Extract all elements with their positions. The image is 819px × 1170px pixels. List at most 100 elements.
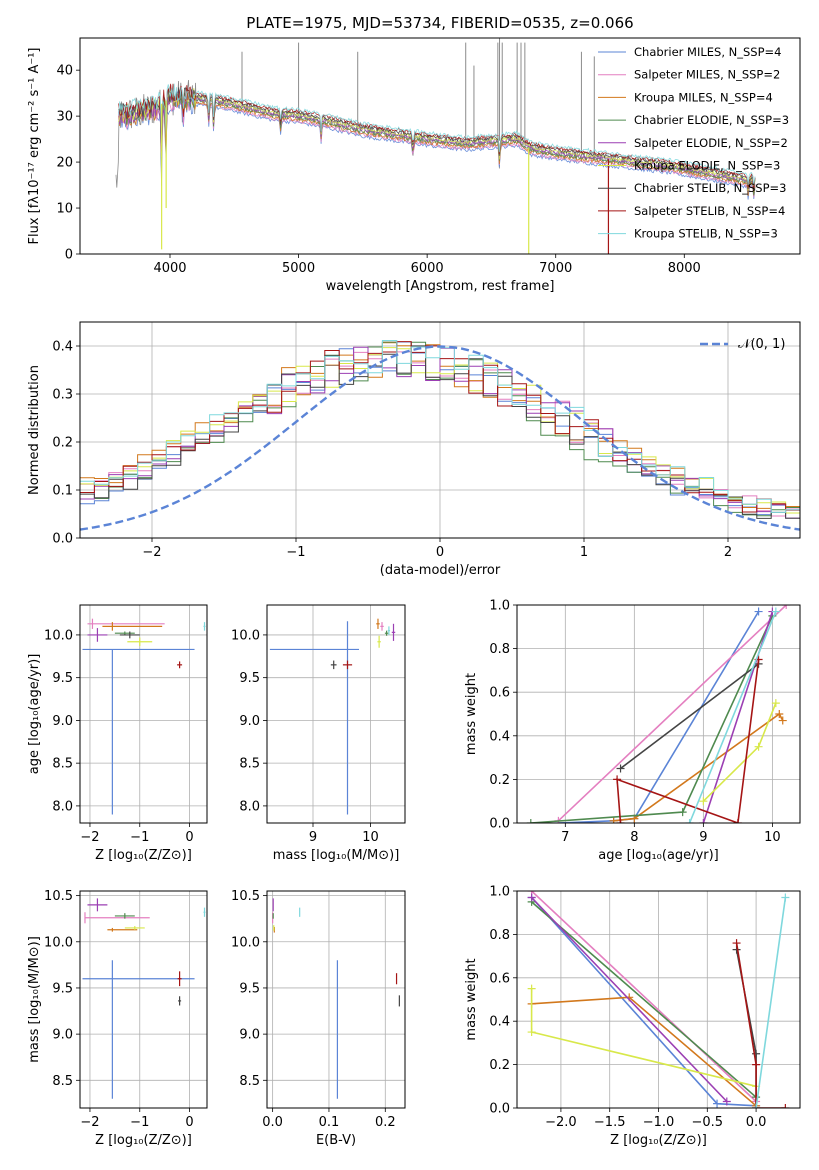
weight-marker <box>775 710 784 718</box>
weight-marker <box>778 716 787 725</box>
x-axis-label: Z [log₁₀(Z/Z⊙)] <box>95 1133 192 1148</box>
axes-frame <box>79 890 208 1109</box>
y-axis-label: mass [log₁₀(M/M⊙)] <box>27 936 42 1063</box>
y-tick-label: 9.0 <box>52 714 73 729</box>
x-tick-label: −1 <box>130 830 149 845</box>
y-tick-label: 8.5 <box>239 757 260 772</box>
y-tick-label: 0.8 <box>489 928 510 943</box>
model-spectrum <box>118 83 756 186</box>
weight-marker <box>699 797 708 806</box>
error-bar-point <box>124 926 145 930</box>
weight_vs_age-series <box>526 605 791 823</box>
y-tick-label: 0.0 <box>489 1102 510 1117</box>
y-tick-label: 10.0 <box>44 935 73 950</box>
y-tick-label: 10.5 <box>231 889 260 904</box>
y-tick-label: 0.2 <box>489 773 510 788</box>
error-bar-point <box>342 660 353 670</box>
y-tick-label: 8.5 <box>52 757 73 772</box>
y-axis-label: mass weight <box>464 673 479 755</box>
y-tick-label: 9.0 <box>52 1028 73 1043</box>
y-tick-label: 0.8 <box>489 642 510 657</box>
age_vs_mass-grid <box>267 605 405 823</box>
y-tick-label: 0.6 <box>489 971 510 986</box>
x-axis-label: Z [log₁₀(Z/Z⊙)] <box>95 848 192 863</box>
y-tick-label: 8.5 <box>239 1074 260 1089</box>
error-bar-point <box>114 913 135 919</box>
error-bar-point <box>82 960 195 1099</box>
weight-marker <box>526 819 535 823</box>
weight-line <box>530 988 757 1088</box>
error-bar-point <box>84 912 150 924</box>
y-tick-label: 1.0 <box>489 599 510 614</box>
x-tick-label: 5000 <box>282 261 315 276</box>
error-bar-point <box>203 622 206 631</box>
weight-line <box>531 891 757 1103</box>
x-axis-label: wavelength [Angstrom, rest frame] <box>326 279 555 294</box>
x-axis-label: age [log₁₀(age/yr)] <box>598 848 719 863</box>
age_vs_Z-points <box>82 618 206 815</box>
x-tick-label: 4000 <box>153 261 186 276</box>
weight-line <box>531 896 728 1103</box>
error-bar-point <box>102 622 163 631</box>
x-tick-label: −1.0 <box>643 1115 675 1130</box>
y-tick-label: 0.6 <box>489 686 510 701</box>
y-tick-label: 9.5 <box>239 981 260 996</box>
y-tick-label: 8.5 <box>52 1074 73 1089</box>
error-bar-point <box>119 631 140 639</box>
error-bar-point <box>107 927 138 932</box>
x-tick-label: 10 <box>362 830 379 845</box>
axes-frame <box>516 604 801 824</box>
error-bar-point <box>269 621 359 815</box>
y-tick-label: 10.0 <box>231 628 260 643</box>
weight-marker <box>713 1099 722 1108</box>
y-axis-label: mass weight <box>464 958 479 1040</box>
y-tick-label: 40 <box>56 64 73 79</box>
age_vs_mass-points <box>269 618 396 815</box>
error-bar-point <box>387 626 391 635</box>
axes-frame <box>266 604 406 824</box>
x-tick-label: 9 <box>309 830 317 845</box>
model-spectrum <box>118 93 756 197</box>
y-tick-label: 0.2 <box>489 1058 510 1073</box>
x-axis-label: mass [log₁₀(M/M⊙)] <box>273 848 400 863</box>
x-tick-label: −1 <box>130 1115 149 1130</box>
weight-marker <box>781 893 790 902</box>
x-tick-label: 0 <box>436 545 444 560</box>
y-axis-label: Normed distribution <box>27 365 42 495</box>
x-axis-label: Z [log₁₀(Z/Z⊙)] <box>610 1133 707 1148</box>
error-bar-point <box>391 623 396 641</box>
histogram-step <box>80 340 800 538</box>
error-bar-point <box>384 630 389 636</box>
error-bar-point <box>177 971 182 987</box>
weight-line <box>755 897 787 1108</box>
error-bar-point <box>82 648 195 815</box>
weight-marker <box>752 1060 761 1069</box>
x-tick-label: 8 <box>630 830 638 845</box>
y-axis-label: Flux [fλ10⁻¹⁷ erg cm⁻² s⁻¹ A⁻¹] <box>27 48 42 245</box>
y-tick-label: 8.0 <box>239 799 260 814</box>
x-tick-label: 0.2 <box>375 1115 396 1130</box>
weight-marker <box>616 764 625 773</box>
weight-line <box>735 942 786 1108</box>
x-tick-label: 2 <box>724 545 732 560</box>
y-tick-label: 9.0 <box>239 714 260 729</box>
age_vs_Z-grid <box>80 605 207 823</box>
y-tick-label: 9.0 <box>239 1028 260 1043</box>
x-tick-label: 8000 <box>668 261 701 276</box>
spectrum-lines <box>115 38 756 254</box>
axes-frame <box>516 890 801 1109</box>
x-tick-label: −1.5 <box>594 1115 626 1130</box>
error-bar-point <box>87 618 165 629</box>
weight_vs_Z-series <box>527 891 790 1108</box>
histogram-step <box>80 342 800 538</box>
weight_vs_Z-grid <box>517 890 800 1109</box>
x-tick-label: −0.5 <box>692 1115 724 1130</box>
mass_vs_Z-axes: −2 −1 0 8.5 9.0 9.5 10.0 10.5 Z [log₁₀(Z/Z⊙)] mas… <box>27 889 207 1148</box>
axes-frame <box>266 890 406 1109</box>
age_vs_Z-axes: −2 −1 0 8.0 8.5 9.0 9.5 10.0 Z [log₁₀(Z/Z⊙)] age … <box>27 605 207 863</box>
y-tick-label: 9.5 <box>239 671 260 686</box>
y-tick-label: 0.0 <box>489 817 510 832</box>
y-tick-label: 0.3 <box>52 388 73 403</box>
y-tick-label: 20 <box>56 156 73 171</box>
weight-line <box>613 712 784 822</box>
